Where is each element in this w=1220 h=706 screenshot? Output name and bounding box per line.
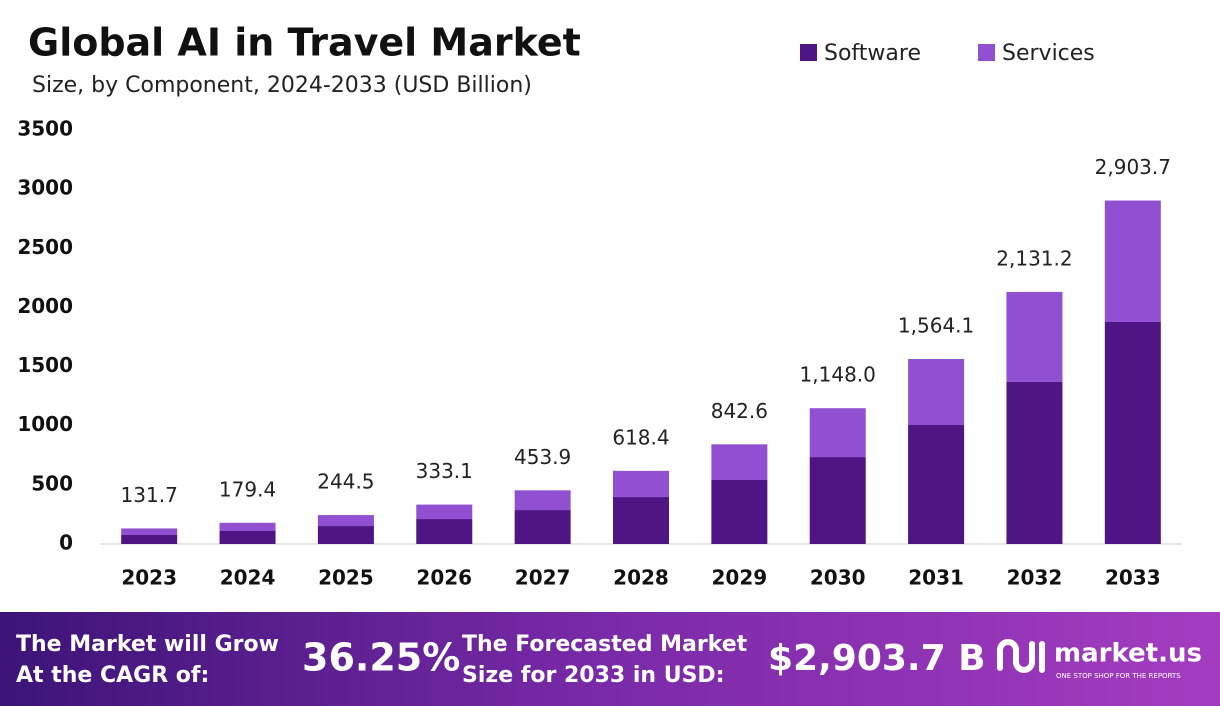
total-label: 131.7 <box>121 483 178 507</box>
bar-segment <box>121 528 178 536</box>
bar-segment <box>514 490 571 511</box>
bar-segment <box>514 510 571 544</box>
bar-segment <box>219 530 276 544</box>
brand-logo <box>997 639 1045 673</box>
legend-swatch <box>800 44 817 61</box>
footer-text: The Market will Grow <box>16 632 279 657</box>
bar-segment <box>1104 200 1161 322</box>
bar-segment <box>613 470 669 498</box>
chart-subtitle: Size, by Component, 2024-2033 (USD Billi… <box>32 73 532 98</box>
x-tick-label: 2030 <box>810 566 866 590</box>
legend-label: Software <box>824 41 921 66</box>
total-label: 2,903.7 <box>1095 155 1171 179</box>
y-tick-label: 2500 <box>17 235 73 259</box>
legend-label: Services <box>1002 41 1095 66</box>
footer-text: Size for 2033 in USD: <box>462 663 725 688</box>
legend-swatch <box>978 44 995 61</box>
total-label: 333.1 <box>416 459 473 483</box>
bar-segment <box>711 444 768 481</box>
total-label: 244.5 <box>317 470 374 494</box>
y-tick-label: 500 <box>31 471 73 495</box>
x-tick-label: 2027 <box>515 566 571 590</box>
y-tick-label: 2000 <box>17 294 73 318</box>
x-tick-label: 2028 <box>613 566 669 590</box>
x-tick-label: 2032 <box>1007 566 1063 590</box>
x-tick-label: 2023 <box>121 566 177 590</box>
y-tick-label: 1500 <box>17 353 73 377</box>
total-label: 1,564.1 <box>898 313 974 337</box>
x-tick-label: 2024 <box>220 566 276 590</box>
total-label: 179.4 <box>219 477 276 501</box>
x-tick-label: 2025 <box>318 566 374 590</box>
footer-text: At the CAGR of: <box>16 663 209 688</box>
y-tick-label: 1000 <box>17 412 73 436</box>
footer-band <box>0 612 1220 706</box>
bar-segment <box>908 358 965 426</box>
total-label: 618.4 <box>612 425 669 449</box>
footer-value: $2,903.7 B <box>768 638 986 679</box>
bar-segment <box>613 497 669 544</box>
brand-name: market.us <box>1054 639 1202 669</box>
bar-segment <box>121 535 178 544</box>
x-tick-label: 2031 <box>908 566 964 590</box>
footer-text: The Forecasted Market <box>462 632 748 657</box>
y-tick-label: 3500 <box>17 117 73 141</box>
bar-segment <box>416 504 473 520</box>
bar-segment <box>908 425 965 544</box>
x-tick-label: 2033 <box>1105 566 1161 590</box>
bar-segment <box>809 457 866 544</box>
y-tick-label: 0 <box>59 531 73 555</box>
bar-segment <box>317 515 374 527</box>
x-tick-label: 2029 <box>712 566 768 590</box>
x-tick-label: 2026 <box>416 566 472 590</box>
bar-segment <box>1006 381 1063 544</box>
brand-tagline: ONE STOP SHOP FOR THE REPORTS <box>1056 672 1181 680</box>
total-label: 1,148.0 <box>800 363 876 387</box>
chart-title: Global AI in Travel Market <box>28 21 581 65</box>
bar-segment <box>416 519 473 544</box>
total-label: 2,131.2 <box>996 246 1072 270</box>
total-label: 842.6 <box>711 399 768 423</box>
total-label: 453.9 <box>514 445 571 469</box>
bar-segment <box>711 480 768 544</box>
bar-segment <box>317 526 374 544</box>
bar-segment <box>219 522 276 531</box>
bar-segment <box>1006 291 1063 382</box>
bar-segment <box>1104 321 1161 544</box>
footer-value: 36.25% <box>302 636 460 680</box>
y-tick-label: 3000 <box>17 176 73 200</box>
bar-segment <box>809 408 866 458</box>
